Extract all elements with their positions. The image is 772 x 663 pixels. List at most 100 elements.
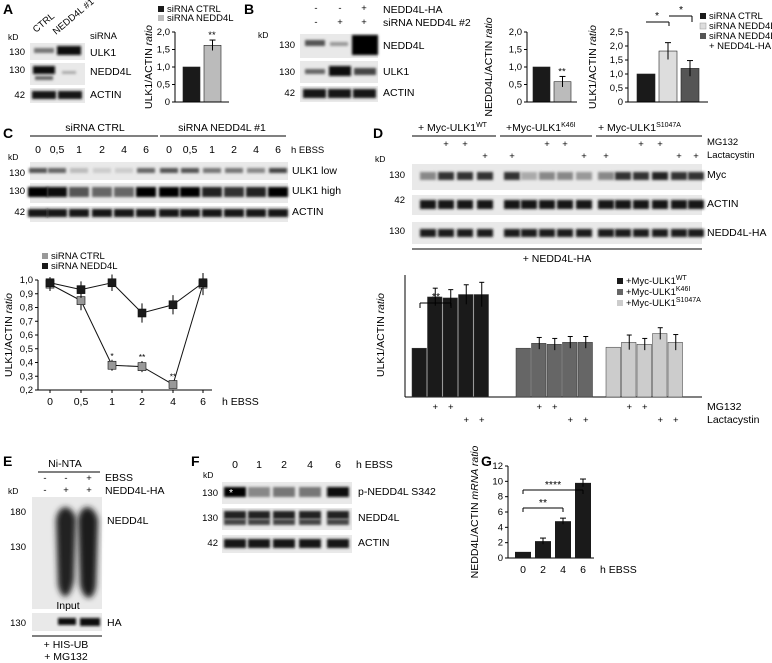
band-ulk1-low	[29, 168, 47, 173]
band-ulk1-high	[180, 187, 200, 197]
band-ulk1-high	[28, 187, 48, 197]
footer-label: + NEDD4L-HA	[523, 253, 592, 265]
sign: +	[443, 139, 449, 150]
sign: +	[479, 415, 485, 426]
sign: +	[63, 485, 69, 496]
sign-row: - - + - + +	[314, 3, 367, 28]
data-point	[198, 278, 208, 288]
y-tick-label: 8	[498, 492, 503, 503]
sign: +	[509, 151, 515, 162]
band-ulk1-high	[224, 187, 244, 197]
sign: +	[638, 139, 644, 150]
mw-marker: 130	[202, 513, 218, 524]
lane-label: 4	[307, 459, 313, 471]
bar	[532, 66, 551, 103]
construct-headers: + Myc-ULK1WT +Myc-ULK1K46I + Myc-ULK1S1047…	[412, 122, 702, 137]
mw-marker: 130	[9, 65, 25, 76]
legend-entry: siRNA CTRL	[167, 4, 221, 15]
band-myc	[688, 172, 704, 180]
band-actin	[420, 200, 436, 209]
y-axis-label-main: ULK1/ACTIN	[587, 45, 599, 109]
sign: -	[43, 473, 46, 484]
mw-marker: 130	[10, 542, 26, 553]
bar	[562, 342, 578, 398]
construct-label-sup: WT	[476, 122, 488, 129]
band-ulk1-low	[225, 168, 243, 173]
blot-d	[412, 164, 704, 244]
band-nedd4l-ha	[557, 229, 573, 237]
lane-label: 4	[121, 144, 127, 156]
y-tick-label: 10	[492, 476, 503, 487]
band-label: ACTIN	[358, 537, 390, 549]
band-nedd4l-ha	[438, 229, 454, 237]
treatment-label: MG132	[707, 401, 742, 413]
sign: +	[86, 485, 92, 496]
chart-g: 0 2 4 6 8 10 12 NEDD4L/ACTIN mRNA ratio 0 2 4 6 h EB…	[469, 446, 637, 579]
legend-swatch	[617, 289, 623, 295]
lane-label: 4	[253, 144, 259, 156]
bar	[636, 73, 656, 103]
legend-swatch	[617, 300, 623, 306]
bar	[515, 551, 531, 558]
band-nedd4l-ha	[457, 229, 473, 237]
mw-marker: 42	[394, 195, 405, 206]
y-axis-label-unit: ratio	[587, 25, 599, 46]
legend-entry: siRNA NEDD4L	[709, 31, 772, 42]
band-nedd4l-ha	[671, 229, 687, 237]
x-axis-label: h EBSS	[600, 564, 637, 576]
bar	[182, 66, 201, 103]
sign: +	[567, 415, 573, 426]
band-nedd4l-ha	[539, 229, 555, 237]
mw-marker: 130	[10, 618, 26, 629]
legend-entry: siRNA NEDD4L	[167, 13, 234, 24]
y-tick-label: 2,0	[157, 27, 170, 38]
band-ulk1-low	[181, 168, 199, 173]
band-nedd4l-lower	[327, 519, 349, 525]
chart-b-right: 0 0,5 1,0 1,5 2,0 2,5 ULK1/ACTIN ratio * *	[587, 4, 708, 109]
band-actin	[224, 539, 246, 548]
band-p-nedd4l	[299, 487, 321, 497]
sign: -	[314, 17, 317, 28]
chart-d: ULK1/ACTIN ratio + + + + + + + + + + + + MG132Lactacy…	[375, 275, 760, 426]
y-tick-label: 0,5	[509, 80, 522, 91]
panel-letter-f: F	[191, 453, 200, 469]
band-myc	[457, 172, 473, 180]
band-actin	[598, 200, 614, 209]
lane-label: 0	[232, 459, 238, 471]
band-actin	[615, 200, 631, 209]
band-label: NEDD4L	[358, 512, 400, 524]
mw-marker: 42	[207, 538, 218, 549]
band-myc	[539, 172, 555, 180]
band-nedd4l-lower	[248, 519, 270, 525]
legend-swatch	[699, 22, 707, 30]
band-label: Myc	[707, 169, 726, 181]
significance: **	[432, 291, 440, 303]
bar	[577, 342, 593, 398]
band-ulk1-low	[247, 168, 265, 173]
panel-letter-a: A	[3, 1, 13, 17]
x-tick-label: 4	[170, 396, 176, 408]
band-nedd4l-ha	[633, 229, 649, 237]
bar	[652, 333, 668, 398]
chart-c: 0,2 0,3 0,4 0,5 0,6 0,7 0,8 0,9 1,0 ULK1/ACTIN ra…	[3, 251, 259, 408]
y-axis-label-unit: mRNA ratio	[469, 446, 481, 500]
bar	[531, 343, 547, 398]
lane-label: 0	[166, 144, 172, 156]
x-tick-label: 2	[540, 564, 546, 576]
blot-f	[222, 482, 352, 553]
band-myc	[576, 172, 592, 180]
data-point	[76, 285, 86, 294]
blot-bg-ulk1-low	[30, 162, 288, 180]
band-nedd4l	[327, 511, 349, 519]
time-unit: h EBSS	[356, 459, 393, 471]
sign: +	[676, 151, 682, 162]
band-label: HA	[107, 617, 122, 629]
bar	[442, 297, 458, 398]
band-label: ACTIN	[707, 198, 739, 210]
y-tick-label: 6	[498, 507, 503, 518]
y-tick-label: 0,2	[20, 385, 33, 396]
mw-marker: 180	[10, 507, 26, 518]
y-tick-label: 0,8	[20, 303, 33, 314]
